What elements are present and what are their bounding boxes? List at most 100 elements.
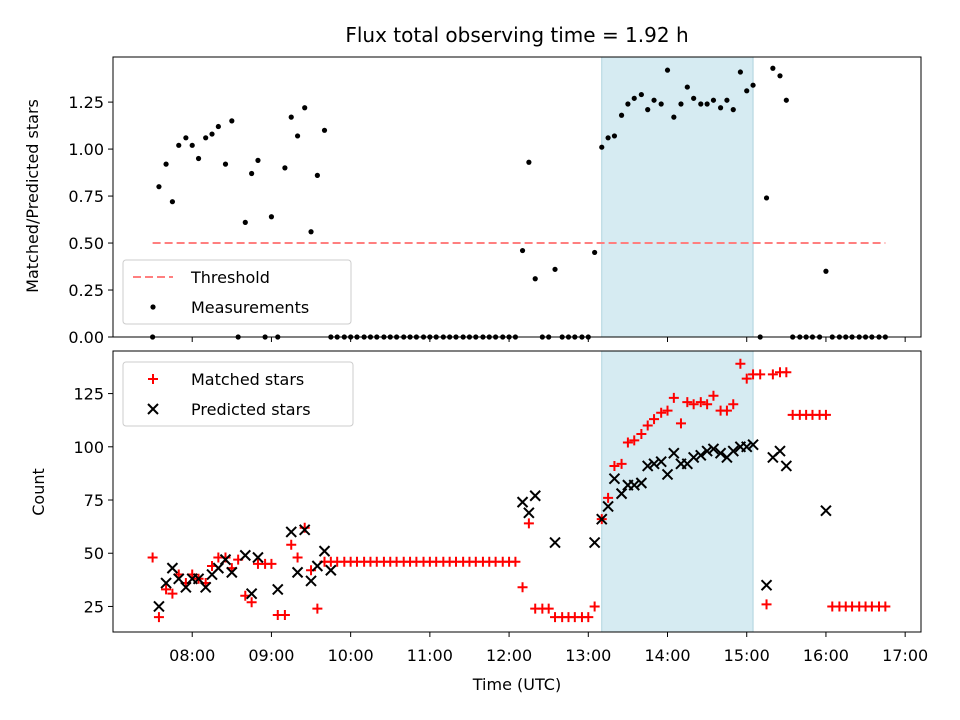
- y-tick-label: 50: [84, 544, 104, 563]
- y-tick-label: 0.75: [68, 187, 104, 206]
- matched-point: [622, 437, 633, 448]
- predicted-point: [615, 487, 628, 500]
- x-tick-label: 11:00: [407, 646, 453, 665]
- predicted-point: [747, 438, 759, 451]
- measurement-point: [651, 97, 657, 103]
- measurement-point: [195, 155, 202, 162]
- measurement-point: [242, 219, 248, 225]
- measurement-point: [526, 159, 532, 165]
- predicted-point: [318, 545, 331, 557]
- matched-point: [523, 518, 534, 529]
- predicted-point: [780, 460, 793, 472]
- matched-point: [735, 358, 746, 369]
- predicted-point: [687, 451, 700, 464]
- measurement-point: [209, 131, 215, 137]
- matched-point: [668, 392, 679, 403]
- legend-label: Threshold: [190, 268, 270, 287]
- measurement-point: [268, 214, 275, 220]
- x-tick-label: 17:00: [882, 646, 928, 665]
- predicted-point: [549, 536, 561, 549]
- predicted-point: [774, 445, 786, 457]
- matched-point: [609, 460, 620, 471]
- predicted-point: [727, 445, 739, 457]
- legend-matched-swatch: [148, 374, 158, 384]
- y-tick-label: 75: [84, 491, 104, 510]
- measurement-point: [156, 184, 162, 190]
- y-tick-label: 100: [73, 438, 104, 457]
- x-tick-label: 16:00: [803, 646, 849, 665]
- matched-point: [153, 612, 164, 623]
- predicted-point: [641, 460, 654, 472]
- x-tick-label: 12:00: [486, 646, 532, 665]
- matched-point: [292, 552, 303, 563]
- predicted-point: [596, 513, 608, 525]
- measurement-point: [308, 229, 314, 235]
- measurement-point: [724, 97, 730, 103]
- matched-point: [629, 435, 640, 446]
- measurement-point: [678, 101, 684, 107]
- predicted-point: [529, 490, 541, 502]
- matched-point: [312, 603, 323, 614]
- predicted-point: [820, 504, 832, 517]
- predicted-point: [588, 536, 601, 549]
- measurement-point: [222, 161, 229, 167]
- matched-point: [266, 558, 277, 569]
- measurement-point: [163, 161, 169, 167]
- predicted-point: [608, 473, 621, 485]
- predicted-point: [523, 507, 535, 519]
- chart-title: Flux total observing time = 1.92 h: [345, 23, 688, 47]
- predicted-point: [252, 551, 264, 564]
- matched-point: [167, 588, 178, 599]
- measurement-point: [611, 133, 618, 139]
- measurement-point: [229, 118, 235, 124]
- measurement-point: [684, 84, 690, 90]
- measurement-point: [592, 249, 598, 256]
- count-axis-label: Count: [29, 468, 48, 516]
- legend-box: [122, 361, 354, 427]
- matched-point: [306, 565, 317, 576]
- ratio-panel: 0.00 0.25 0.50 0.75 1.00 1.25 Threshold Measure…: [68, 56, 922, 347]
- legend-predicted-swatch: [147, 403, 159, 415]
- matched-point: [583, 612, 594, 623]
- matched-point: [517, 582, 528, 593]
- matched-point: [616, 458, 627, 469]
- predicted-point: [160, 577, 172, 589]
- measurement-point: [783, 97, 789, 103]
- measurement-point: [823, 268, 829, 274]
- measurement-point: [631, 95, 637, 101]
- time-axis-label: Time (UTC): [472, 675, 561, 694]
- predicted-point: [219, 553, 232, 566]
- legend: Threshold Measurements: [122, 259, 352, 325]
- predicted-point: [285, 526, 297, 538]
- matched-point: [708, 390, 719, 401]
- measurement-point: [183, 135, 189, 141]
- measurement-point: [744, 88, 750, 94]
- axes-frame: [112, 350, 922, 633]
- matched-point: [781, 367, 792, 378]
- matched-point: [656, 407, 667, 418]
- predicted-point: [635, 477, 648, 489]
- y-tick-label: 25: [84, 597, 104, 616]
- legend-label: Measurements: [191, 298, 309, 317]
- matched-point: [510, 556, 521, 567]
- predicted-point: [180, 581, 192, 594]
- matched-point: [161, 584, 172, 595]
- matched-point: [636, 429, 647, 440]
- matched-point: [755, 369, 766, 380]
- matched-point: [880, 601, 891, 612]
- matched-point: [642, 420, 653, 431]
- measurement-point: [638, 91, 644, 98]
- y-tick-label: 0.00: [68, 328, 104, 347]
- matched-point: [767, 369, 778, 380]
- measurement-point: [203, 135, 209, 141]
- ratio-axis-label: Matched/Predicted stars: [23, 99, 42, 293]
- measurement-point: [302, 105, 308, 111]
- measurement-point: [321, 127, 328, 133]
- predicted-point: [668, 447, 680, 459]
- matched-point: [761, 599, 772, 610]
- x-tick-label: 13:00: [565, 646, 611, 665]
- predicted-point: [311, 560, 324, 572]
- matched-point: [695, 397, 706, 408]
- matched-point: [286, 539, 297, 550]
- measurement-point: [664, 67, 671, 73]
